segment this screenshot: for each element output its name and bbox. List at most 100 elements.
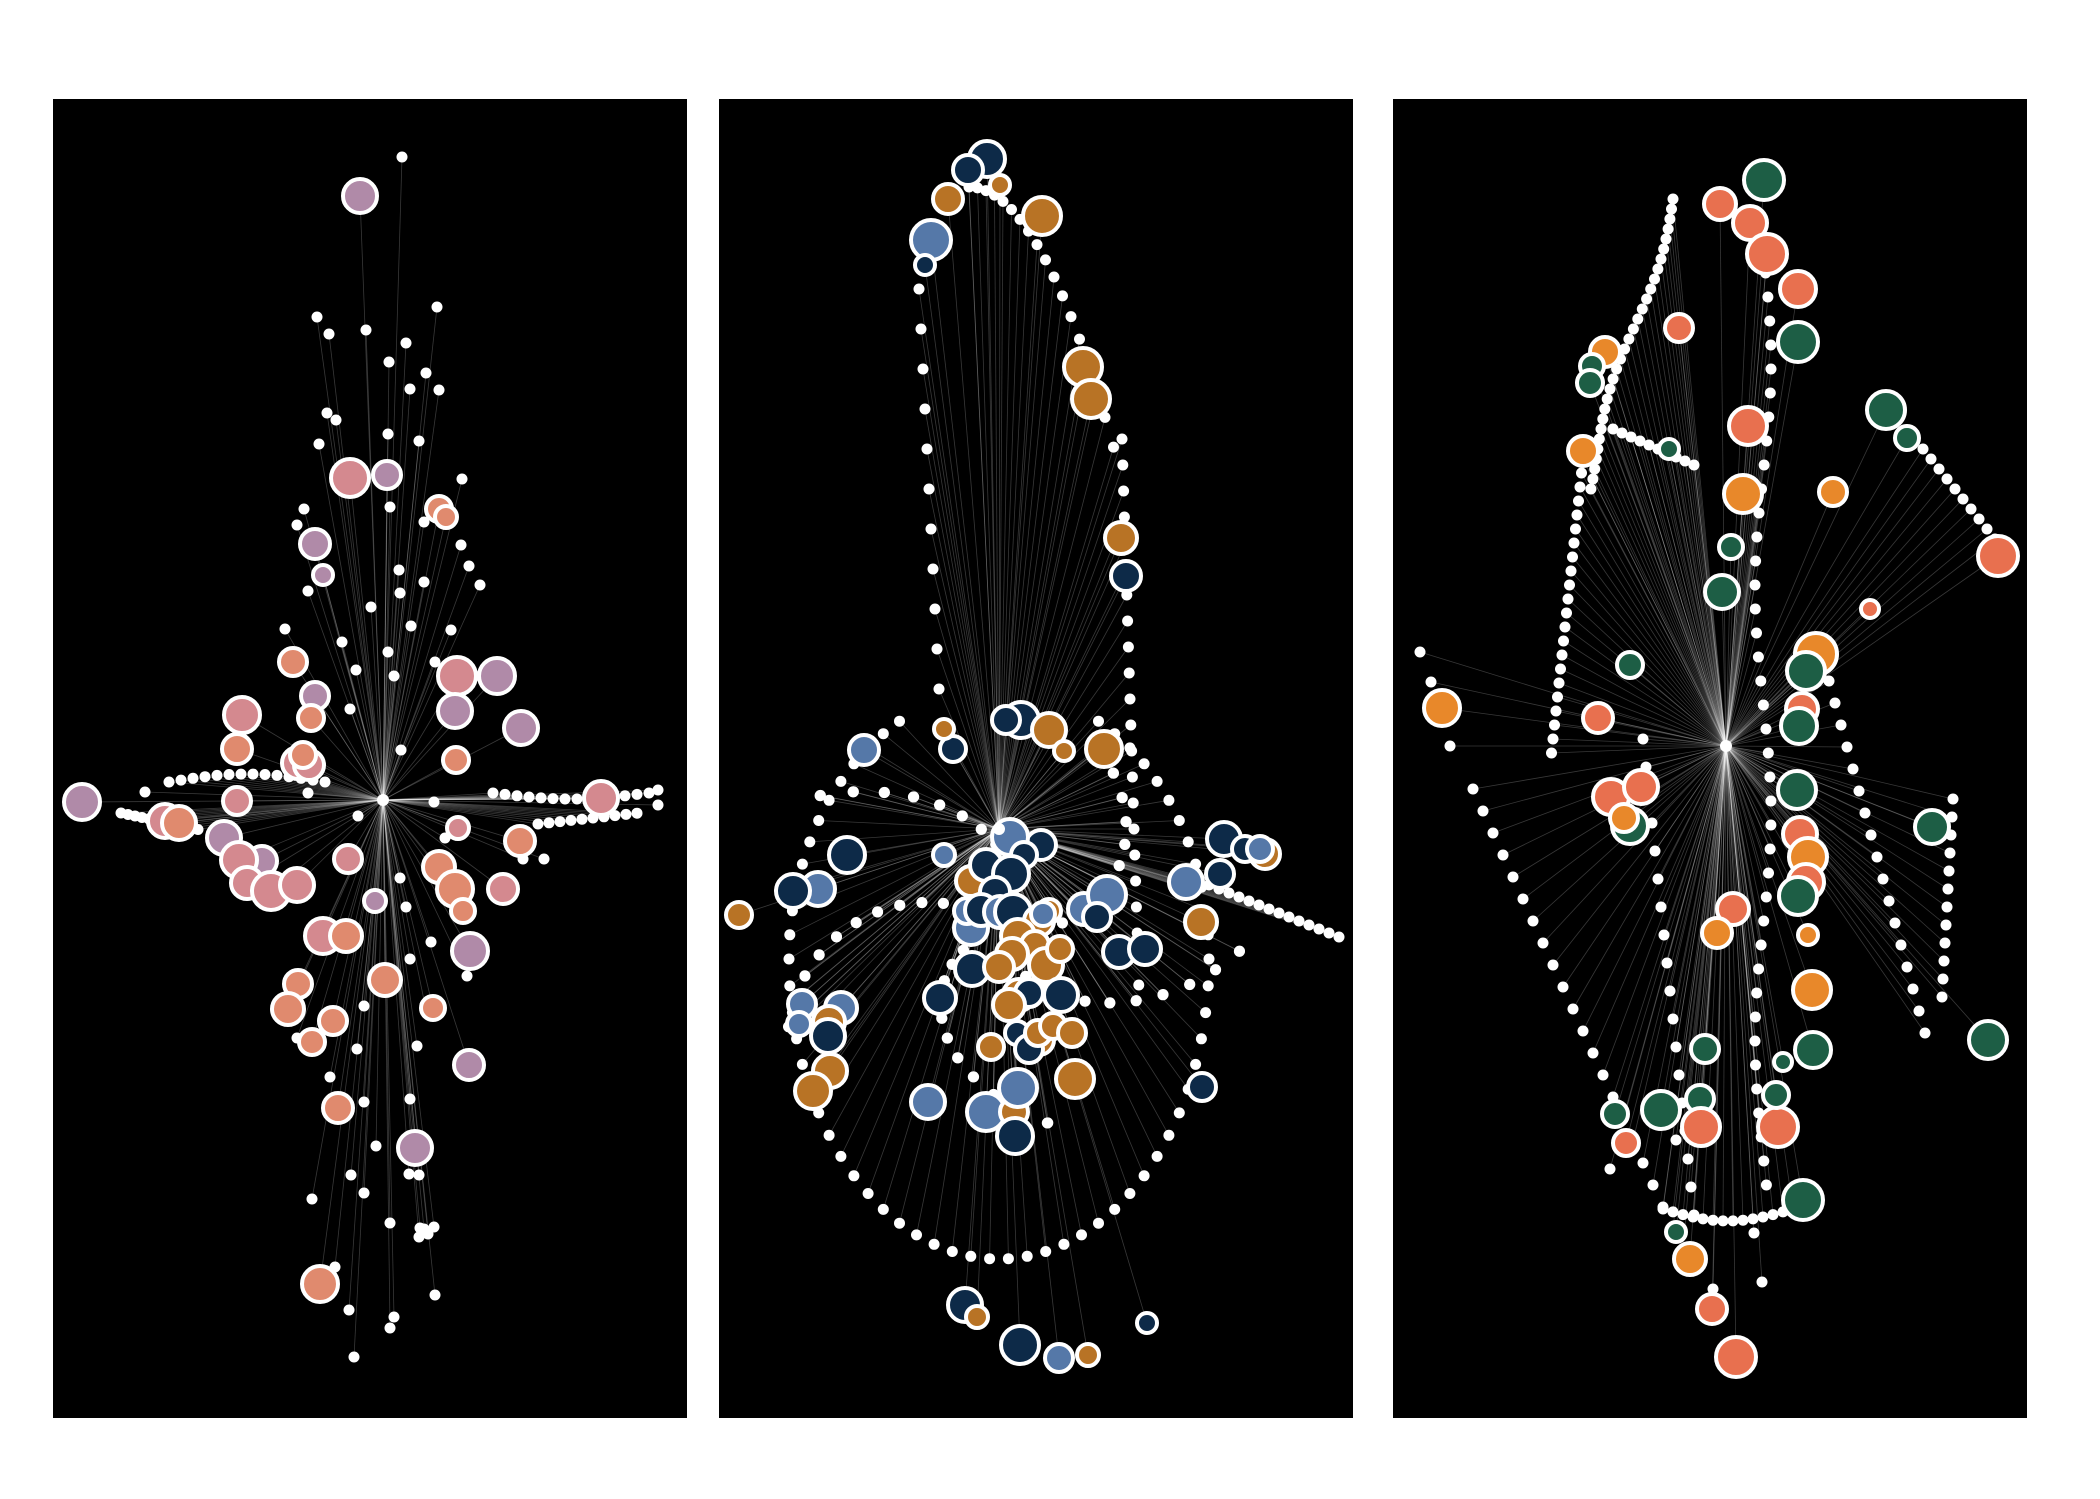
leaf-node — [474, 579, 486, 591]
hub-node-mauve — [450, 931, 490, 971]
leaf-node — [405, 620, 417, 632]
hub-node-coral — [1745, 232, 1789, 276]
leaf-node — [1937, 973, 1949, 985]
leaf-node — [847, 786, 859, 798]
network-edge — [998, 748, 1100, 830]
hub-node-salmon — [441, 745, 471, 775]
leaf-node — [913, 283, 925, 295]
network-panel-middle — [719, 99, 1353, 1418]
network-edge — [998, 748, 1105, 830]
leaf-node — [559, 793, 571, 805]
hub-node-mauve — [502, 709, 540, 747]
network-edge — [1725, 536, 1758, 747]
hub-node-mauve — [371, 459, 403, 491]
leaf-node — [319, 776, 331, 788]
leaf-node — [1679, 455, 1691, 467]
hub-node-green — [1761, 1080, 1791, 1110]
leaf-node — [1202, 980, 1214, 992]
network-edge — [1725, 745, 1767, 898]
leaf-node — [1303, 919, 1315, 931]
network-edge — [1560, 668, 1727, 747]
network-edge — [998, 316, 1072, 830]
network-edge — [998, 339, 1080, 830]
network-edge — [920, 328, 1000, 830]
leaf-node — [1108, 441, 1119, 453]
network-edge — [1678, 327, 1727, 747]
hub-node-green — [1893, 424, 1921, 452]
network-edge — [1722, 745, 1727, 1221]
network-edge — [852, 791, 1000, 830]
leaf-node — [1195, 1033, 1207, 1045]
network-edge — [307, 590, 384, 801]
network-edge — [349, 708, 384, 801]
network-edge — [176, 799, 384, 826]
leaf-node — [1762, 747, 1774, 759]
network-edge — [382, 565, 470, 801]
network-edge — [1725, 608, 1756, 747]
leaf-node — [1664, 213, 1676, 225]
leaf-node — [1122, 615, 1134, 627]
network-edge — [382, 799, 561, 822]
network-edge — [382, 799, 407, 908]
network-edge — [350, 799, 384, 1176]
network-edge — [1725, 745, 1737, 1358]
leaf-node — [1666, 203, 1677, 215]
leaf-node — [382, 428, 394, 440]
network-edge — [382, 581, 425, 801]
network-edge — [1569, 584, 1727, 747]
network-edge — [921, 828, 1000, 903]
hub-node-steel-blue — [1167, 863, 1205, 901]
leaf-node — [1273, 907, 1285, 919]
network-edge — [382, 749, 402, 801]
leaf-node — [199, 771, 211, 783]
network-edge — [1725, 728, 1767, 747]
hub-node-ochre — [982, 950, 1016, 984]
leaf-node — [1661, 957, 1673, 969]
leaf-node — [1763, 867, 1774, 879]
hub-node-orange — [1700, 916, 1734, 950]
hub-node-salmon — [328, 918, 364, 954]
leaf-node — [358, 1096, 370, 1108]
network-edge — [1725, 680, 1830, 747]
leaf-node — [927, 563, 939, 575]
leaf-node — [1940, 919, 1952, 931]
network-edge — [1657, 268, 1727, 747]
hub-node-ochre — [1183, 904, 1219, 940]
leaf-node — [1756, 1276, 1768, 1288]
network-edge — [1725, 437, 1908, 747]
leaf-node — [1823, 675, 1835, 687]
leaf-node — [1762, 291, 1774, 303]
leaf-node — [1006, 204, 1017, 215]
network-edge — [318, 443, 384, 801]
hub-node-coral — [1702, 186, 1738, 222]
leaf-node — [1210, 964, 1222, 976]
leaf-node — [848, 1170, 860, 1182]
leaf-node — [1655, 901, 1667, 913]
network-edge — [1621, 432, 1727, 747]
leaf-node — [643, 787, 655, 799]
hub-node-coral — [1680, 1106, 1722, 1148]
network-edge — [922, 368, 1000, 830]
leaf-node — [352, 810, 364, 822]
leaf-node — [619, 790, 631, 802]
network-edge — [818, 828, 1000, 956]
network-edge — [998, 820, 1180, 830]
leaf-node — [1157, 989, 1169, 1000]
network-edge — [1725, 493, 1744, 747]
network-edge — [1419, 651, 1727, 747]
network-edge — [334, 799, 384, 1268]
network-edge — [1725, 745, 1769, 874]
network-edge — [1725, 416, 1770, 747]
network-edge — [998, 516, 1125, 830]
leaf-node — [1173, 1107, 1185, 1119]
leaf-node — [394, 587, 406, 599]
leaf-node — [1758, 915, 1770, 927]
network-edge — [1725, 745, 1772, 802]
network-edge — [236, 799, 384, 802]
hub-node-ochre — [1084, 729, 1124, 769]
network-edge — [261, 799, 384, 862]
network-edge — [883, 733, 1000, 830]
hub-node-coral — [1859, 598, 1881, 620]
network-edge — [1572, 745, 1727, 1010]
leaf-node — [163, 776, 175, 788]
